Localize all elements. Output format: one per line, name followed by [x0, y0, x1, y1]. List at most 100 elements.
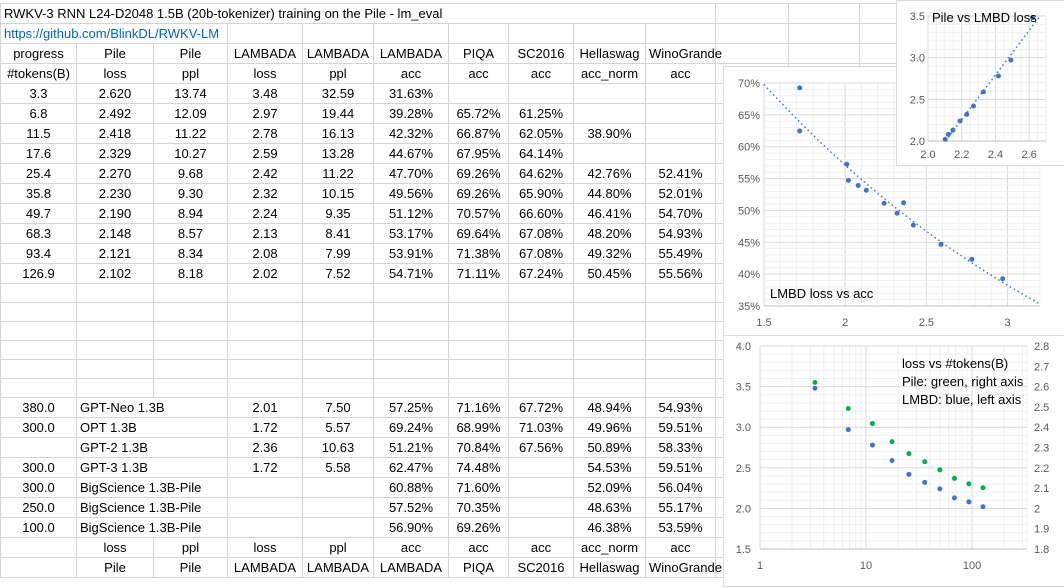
- header-cell[interactable]: Pile: [154, 558, 228, 578]
- cell[interactable]: [789, 24, 860, 44]
- data-cell[interactable]: 54.53%: [574, 458, 646, 478]
- header-cell[interactable]: ppl: [303, 64, 374, 84]
- data-cell[interactable]: 60.88%: [374, 478, 449, 498]
- data-cell[interactable]: 1.72: [228, 458, 303, 478]
- data-cell[interactable]: 58.33%: [646, 438, 716, 458]
- header-cell[interactable]: ppl: [154, 64, 228, 84]
- cell[interactable]: [509, 24, 574, 44]
- cell[interactable]: [228, 303, 303, 322]
- data-cell[interactable]: 7.99: [303, 244, 374, 264]
- cell[interactable]: [449, 24, 509, 44]
- data-cell[interactable]: 2.32: [228, 184, 303, 204]
- data-cell[interactable]: 64.62%: [509, 164, 574, 184]
- data-cell[interactable]: 3.48: [228, 84, 303, 104]
- data-cell[interactable]: 71.16%: [449, 398, 509, 418]
- cell[interactable]: [374, 303, 449, 322]
- cell[interactable]: [646, 322, 716, 341]
- data-cell[interactable]: 69.64%: [449, 224, 509, 244]
- header-cell[interactable]: LAMBADA: [374, 558, 449, 578]
- data-cell[interactable]: 10.63: [303, 438, 374, 458]
- data-cell[interactable]: 51.21%: [374, 438, 449, 458]
- data-cell[interactable]: 11.22: [154, 124, 228, 144]
- data-cell[interactable]: 5.58: [303, 458, 374, 478]
- header-cell[interactable]: Pile: [77, 44, 154, 64]
- data-cell[interactable]: 62.05%: [509, 124, 574, 144]
- data-cell[interactable]: 57.52%: [374, 498, 449, 518]
- data-cell[interactable]: 54.70%: [646, 204, 716, 224]
- cell[interactable]: [228, 24, 303, 44]
- data-cell[interactable]: 68.99%: [449, 418, 509, 438]
- data-cell[interactable]: 9.30: [154, 184, 228, 204]
- data-cell[interactable]: 42.76%: [574, 164, 646, 184]
- data-cell[interactable]: 11.5: [1, 124, 77, 144]
- header-cell[interactable]: loss: [228, 64, 303, 84]
- header-cell[interactable]: [1, 538, 77, 558]
- data-cell[interactable]: 2.78: [228, 124, 303, 144]
- cell[interactable]: [789, 44, 860, 64]
- data-cell[interactable]: 65.72%: [449, 104, 509, 124]
- model-name-cell[interactable]: GPT-3 1.3B: [77, 458, 228, 478]
- header-cell[interactable]: loss: [77, 64, 154, 84]
- cell[interactable]: [1, 303, 77, 322]
- data-cell[interactable]: 66.60%: [509, 204, 574, 224]
- data-cell[interactable]: 66.87%: [449, 124, 509, 144]
- header-cell[interactable]: #tokens(B): [1, 64, 77, 84]
- data-cell[interactable]: 69.26%: [449, 164, 509, 184]
- data-cell[interactable]: 42.32%: [374, 124, 449, 144]
- data-cell[interactable]: 2.102: [77, 264, 154, 284]
- cell[interactable]: [509, 322, 574, 341]
- data-cell[interactable]: 44.80%: [574, 184, 646, 204]
- data-cell[interactable]: [228, 478, 303, 498]
- data-cell[interactable]: 74.48%: [449, 458, 509, 478]
- cell[interactable]: [77, 360, 154, 379]
- data-cell[interactable]: 65.90%: [509, 184, 574, 204]
- model-name-cell[interactable]: BigScience 1.3B-Pile: [77, 478, 228, 498]
- data-cell[interactable]: [228, 518, 303, 538]
- cell[interactable]: [154, 284, 228, 303]
- header-cell[interactable]: loss: [77, 538, 154, 558]
- header-cell[interactable]: acc_norm: [574, 64, 646, 84]
- data-cell[interactable]: 1.72: [228, 418, 303, 438]
- header-cell[interactable]: [1, 558, 77, 578]
- header-cell[interactable]: progress: [1, 44, 77, 64]
- data-cell[interactable]: 57.25%: [374, 398, 449, 418]
- data-cell[interactable]: 67.72%: [509, 398, 574, 418]
- data-cell[interactable]: 8.41: [303, 224, 374, 244]
- cell[interactable]: [574, 284, 646, 303]
- data-cell[interactable]: 2.02: [228, 264, 303, 284]
- data-cell[interactable]: 55.17%: [646, 498, 716, 518]
- cell[interactable]: [1, 284, 77, 303]
- cell[interactable]: [716, 24, 789, 44]
- data-cell[interactable]: 70.35%: [449, 498, 509, 518]
- header-cell[interactable]: acc: [449, 64, 509, 84]
- data-cell[interactable]: [509, 518, 574, 538]
- data-cell[interactable]: [449, 84, 509, 104]
- data-cell[interactable]: 44.67%: [374, 144, 449, 164]
- header-cell[interactable]: loss: [228, 538, 303, 558]
- data-cell[interactable]: 70.84%: [449, 438, 509, 458]
- cell[interactable]: [1, 360, 77, 379]
- cell[interactable]: [449, 284, 509, 303]
- data-cell[interactable]: 2.59: [228, 144, 303, 164]
- data-cell[interactable]: 67.08%: [509, 224, 574, 244]
- data-cell[interactable]: 2.97: [228, 104, 303, 124]
- cell[interactable]: [154, 379, 228, 398]
- data-cell[interactable]: 2.418: [77, 124, 154, 144]
- data-cell[interactable]: 49.96%: [574, 418, 646, 438]
- header-cell[interactable]: Pile: [77, 558, 154, 578]
- data-cell[interactable]: 2.24: [228, 204, 303, 224]
- data-cell[interactable]: [303, 518, 374, 538]
- sheet-title[interactable]: RWKV-3 RNN L24-D2048 1.5B (20b-tokenizer…: [1, 4, 716, 24]
- data-cell[interactable]: [646, 84, 716, 104]
- header-cell[interactable]: WinoGrande: [646, 558, 716, 578]
- cell[interactable]: [716, 4, 789, 24]
- cell[interactable]: [449, 379, 509, 398]
- tokens-cell[interactable]: 300.0: [1, 418, 77, 438]
- data-cell[interactable]: 69.24%: [374, 418, 449, 438]
- header-cell[interactable]: acc: [374, 538, 449, 558]
- cell[interactable]: [574, 303, 646, 322]
- data-cell[interactable]: 47.70%: [374, 164, 449, 184]
- data-cell[interactable]: 10.27: [154, 144, 228, 164]
- data-cell[interactable]: 8.18: [154, 264, 228, 284]
- data-cell[interactable]: 62.47%: [374, 458, 449, 478]
